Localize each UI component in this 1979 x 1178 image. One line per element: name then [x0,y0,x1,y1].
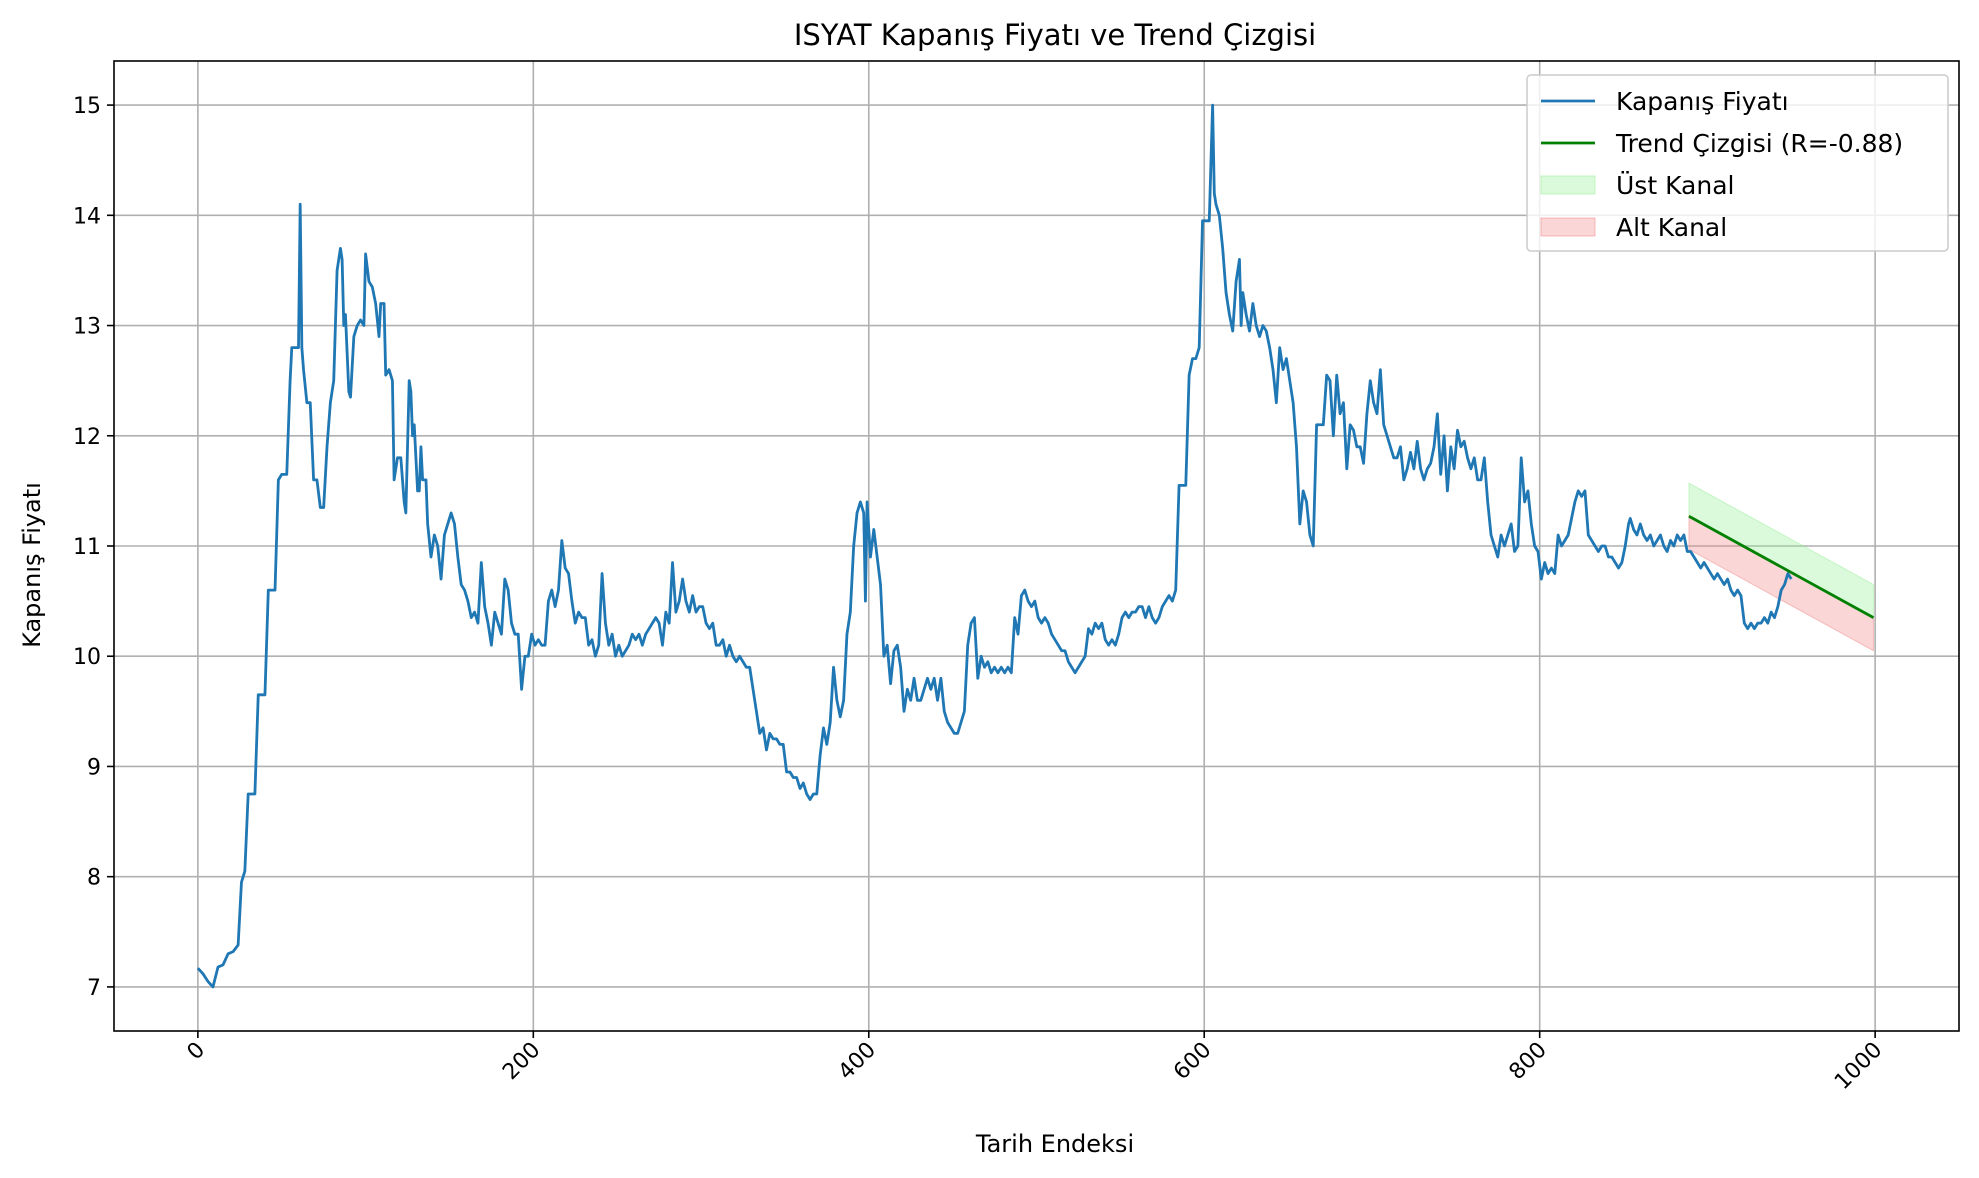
legend-label-3: Alt Kanal [1616,213,1727,242]
legend-box [1526,74,1949,252]
legend: Kapanış Fiyatı Trend Çizgisi (R=-0.88) Üst… [1526,74,1949,252]
grid [114,61,1959,1031]
legend-label-0: Kapanış Fiyatı [1616,87,1789,116]
legend-label-1: Trend Çizgisi (R=-0.88) [1615,129,1903,158]
y-tick-label-0: 7 [87,976,101,1001]
y-tick-label-5: 12 [73,425,101,450]
y-tick-label-4: 11 [73,535,101,560]
series-lines [196,103,1875,989]
y-tick-label-3: 10 [73,645,101,670]
chart-title: ISYAT Kapanış Fiyatı ve Trend Çizgisi [794,18,1316,52]
y-tick-label-8: 15 [73,94,101,119]
y-tick-label-7: 14 [73,204,101,229]
price-series-line [196,103,1793,989]
x-axis-label: Tarih Endeksi [975,1130,1134,1158]
y-tick-label-2: 9 [87,755,101,780]
legend-swatch-2 [1540,175,1596,195]
trend-series-line [1688,515,1875,619]
y-tick-label-6: 13 [73,315,101,340]
legend-label-2: Üst Kanal [1616,171,1734,200]
legend-swatch-3 [1540,217,1596,237]
y-tick-label-1: 8 [87,866,101,891]
y-axis-label: Kapanış Fiyatı [18,482,46,648]
